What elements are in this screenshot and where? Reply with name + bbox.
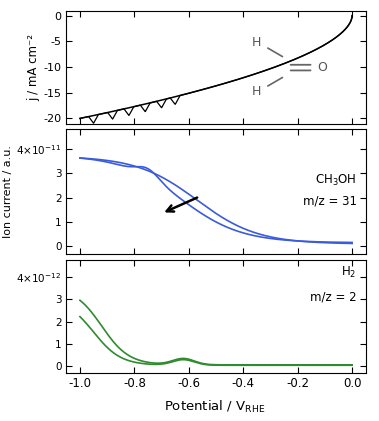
Y-axis label: j / mA cm⁻²: j / mA cm⁻² — [28, 34, 41, 101]
Text: CH$_3$OH: CH$_3$OH — [315, 173, 357, 188]
Text: m/z = 31: m/z = 31 — [303, 194, 357, 207]
Text: m/z = 2: m/z = 2 — [310, 290, 357, 303]
Y-axis label: Ion current / a.u.: Ion current / a.u. — [3, 145, 13, 238]
Text: H$_2$: H$_2$ — [341, 265, 357, 280]
Text: H: H — [252, 85, 261, 99]
Text: O: O — [317, 61, 327, 74]
Text: H: H — [252, 36, 261, 49]
Text: Potential / V$_\mathrm{RHE}$: Potential / V$_\mathrm{RHE}$ — [163, 398, 265, 415]
